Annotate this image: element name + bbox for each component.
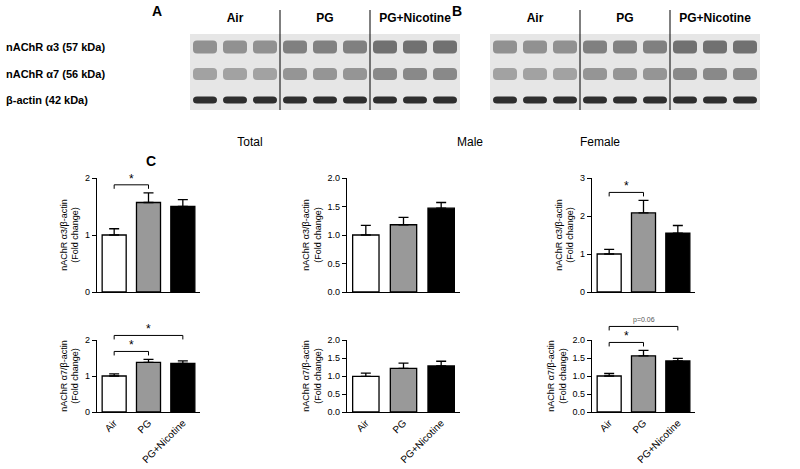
svg-text:0.0: 0.0 — [572, 407, 585, 417]
svg-text:nAChR α3/β-actin(Fold change): nAChR α3/β-actin(Fold change) — [59, 199, 81, 270]
svg-text:PG+Nicotine: PG+Nicotine — [140, 417, 188, 465]
svg-text:0: 0 — [580, 287, 585, 297]
svg-text:PG+Nicotine: PG+Nicotine — [398, 417, 446, 465]
svg-text:0: 0 — [85, 407, 90, 417]
svg-text:3: 3 — [580, 173, 585, 183]
svg-text:1.5: 1.5 — [327, 202, 340, 212]
svg-text:1: 1 — [580, 249, 585, 259]
svg-text:0.0: 0.0 — [327, 287, 340, 297]
svg-text:PG+Nicotine: PG+Nicotine — [679, 11, 751, 25]
svg-text:PG: PG — [616, 11, 633, 25]
svg-text:p=0.06: p=0.06 — [633, 316, 655, 324]
svg-text:0.5: 0.5 — [572, 389, 585, 399]
svg-text:2: 2 — [580, 211, 585, 221]
svg-text:B: B — [452, 3, 462, 19]
svg-text:nAChR α3 (57 kDa): nAChR α3 (57 kDa) — [6, 41, 105, 53]
svg-text:2.0: 2.0 — [327, 335, 340, 345]
svg-text:nAChR α7/β-actin(Fold change): nAChR α7/β-actin(Fold change) — [546, 340, 568, 411]
svg-text:1.5: 1.5 — [572, 353, 585, 363]
svg-text:nAChR α7 (56 kDa): nAChR α7 (56 kDa) — [6, 68, 105, 80]
svg-text:*: * — [129, 338, 134, 352]
svg-text:1.0: 1.0 — [327, 371, 340, 381]
svg-text:C: C — [146, 153, 156, 169]
svg-text:*: * — [129, 172, 134, 186]
svg-text:Male: Male — [457, 135, 483, 149]
svg-text:1.0: 1.0 — [327, 230, 340, 240]
svg-text:Air: Air — [598, 417, 615, 434]
svg-text:nAChR α3/β-actin(Fold change): nAChR α3/β-actin(Fold change) — [301, 199, 323, 270]
svg-text:2: 2 — [85, 335, 90, 345]
svg-text:nAChR α7/β-actin(Fold change): nAChR α7/β-actin(Fold change) — [59, 340, 81, 411]
svg-text:1.5: 1.5 — [327, 353, 340, 363]
svg-text:PG+Nicotine: PG+Nicotine — [379, 11, 451, 25]
svg-text:0.5: 0.5 — [327, 259, 340, 269]
svg-text:1: 1 — [85, 230, 90, 240]
svg-text:Air: Air — [103, 417, 120, 434]
svg-text:1: 1 — [85, 371, 90, 381]
svg-text:0: 0 — [85, 287, 90, 297]
svg-text:PG: PG — [630, 417, 648, 435]
svg-text:*: * — [146, 322, 151, 336]
svg-text:*: * — [624, 179, 629, 193]
svg-text:Air: Air — [227, 11, 244, 25]
svg-text:*: * — [624, 329, 629, 343]
svg-text:A: A — [152, 3, 162, 19]
svg-text:2.0: 2.0 — [572, 335, 585, 345]
svg-text:PG: PG — [316, 11, 333, 25]
svg-text:2.0: 2.0 — [327, 173, 340, 183]
svg-text:PG: PG — [390, 417, 408, 435]
svg-text:2: 2 — [85, 173, 90, 183]
svg-text:Air: Air — [354, 417, 371, 434]
svg-text:1.0: 1.0 — [572, 371, 585, 381]
svg-text:Total: Total — [237, 135, 262, 149]
svg-text:0.0: 0.0 — [327, 407, 340, 417]
svg-text:Female: Female — [580, 135, 620, 149]
svg-text:0.5: 0.5 — [327, 389, 340, 399]
svg-text:Air: Air — [527, 11, 544, 25]
svg-text:nAChR α7/β-actin(Fold change): nAChR α7/β-actin(Fold change) — [301, 340, 323, 411]
svg-text:PG+Nicotine: PG+Nicotine — [635, 417, 683, 465]
svg-text:nAChR α3/β-actin(Fold change): nAChR α3/β-actin(Fold change) — [554, 199, 576, 270]
svg-text:PG: PG — [135, 417, 153, 435]
svg-text:β-actin (42 kDa): β-actin (42 kDa) — [6, 94, 88, 106]
